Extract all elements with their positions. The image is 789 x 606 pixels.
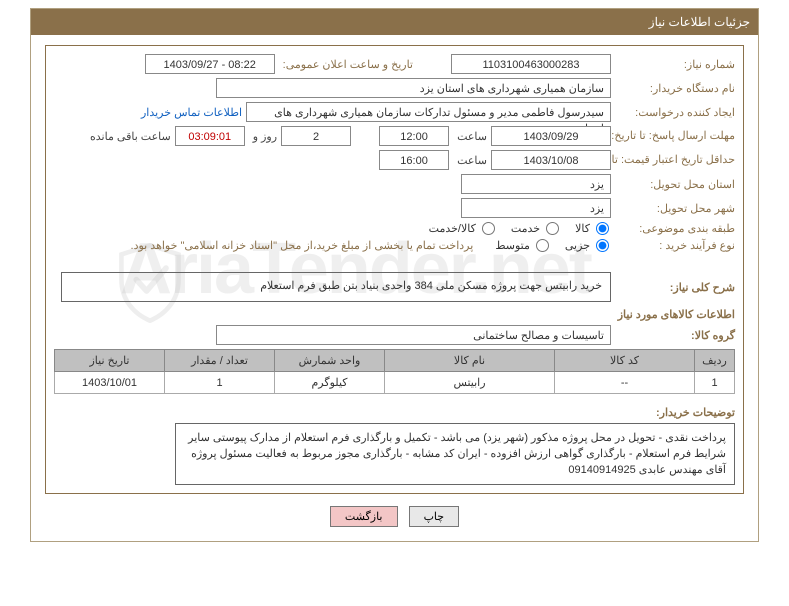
- value-buyer-org: سازمان همیاری شهرداری های استان یزد: [216, 78, 611, 98]
- value-requester: سیدرسول فاطمی مدیر و مسئول تدارکات سازما…: [246, 102, 611, 122]
- value-province: یزد: [461, 174, 611, 194]
- back-button[interactable]: بازگشت: [330, 506, 398, 527]
- col-code: کد کالا: [555, 350, 695, 372]
- label-deadline: مهلت ارسال پاسخ: تا تاریخ:: [615, 130, 735, 142]
- button-row: چاپ بازگشت: [45, 500, 744, 537]
- radio-goods-service-label: کالا/خدمت: [429, 222, 476, 235]
- cell-unit: کیلوگرم: [275, 372, 385, 394]
- col-name: نام کالا: [385, 350, 555, 372]
- label-days-and: روز و: [249, 130, 277, 143]
- goods-table-header-row: ردیف کد کالا نام کالا واحد شمارش تعداد /…: [55, 350, 735, 372]
- col-qty: تعداد / مقدار: [165, 350, 275, 372]
- label-need-desc: شرح کلی نیاز:: [615, 281, 735, 294]
- label-buyer-org: نام دستگاه خریدار:: [615, 82, 735, 95]
- radio-goods-service[interactable]: [482, 222, 495, 235]
- cell-idx: 1: [695, 372, 735, 394]
- label-subject-class: طبقه بندی موضوعی:: [615, 222, 735, 235]
- value-need-desc: خرید رابیتس جهت پروژه مسکن ملی 384 واحدی…: [61, 272, 611, 302]
- radio-goods-label: کالا: [575, 222, 590, 235]
- cell-code: --: [555, 372, 695, 394]
- value-days-left: 2: [281, 126, 351, 146]
- radio-medium[interactable]: [536, 239, 549, 252]
- label-province: استان محل تحویل:: [615, 178, 735, 191]
- label-process-type: نوع فرآیند خرید :: [615, 239, 735, 252]
- label-time-left: ساعت باقی مانده: [86, 130, 171, 143]
- panel: جزئیات اطلاعات نیاز شماره نیاز: 11031004…: [30, 8, 759, 542]
- label-announce-dt: تاریخ و ساعت اعلان عمومی:: [279, 58, 413, 71]
- section-goods-info: اطلاعات کالاهای مورد نیاز: [54, 308, 735, 321]
- value-city: یزد: [461, 198, 611, 218]
- value-announce-dt: 1403/09/27 - 08:22: [145, 54, 275, 74]
- table-row: 1 -- رابیتس کیلوگرم 1 1403/10/01: [55, 372, 735, 394]
- label-city: شهر محل تحویل:: [615, 202, 735, 215]
- form-fieldset: شماره نیاز: 1103100463000283 تاریخ و ساع…: [45, 45, 744, 494]
- goods-table: ردیف کد کالا نام کالا واحد شمارش تعداد /…: [54, 349, 735, 394]
- cell-name: رابیتس: [385, 372, 555, 394]
- cell-qty: 1: [165, 372, 275, 394]
- panel-header: جزئیات اطلاعات نیاز: [31, 9, 758, 35]
- label-requester: ایجاد کننده درخواست:: [615, 106, 735, 119]
- value-need-no: 1103100463000283: [451, 54, 611, 74]
- label-goods-group: گروه کالا:: [615, 329, 735, 342]
- value-deadline-time: 12:00: [379, 126, 449, 146]
- print-button[interactable]: چاپ: [409, 506, 460, 527]
- value-validity-date: 1403/10/08: [491, 150, 611, 170]
- value-buyer-notes: پرداخت نقدی - تحویل در محل پروژه مذکور (…: [175, 423, 735, 485]
- label-need-no: شماره نیاز:: [615, 58, 735, 71]
- radio-partial-label: جزیی: [565, 239, 590, 252]
- value-time-left: 03:09:01: [175, 126, 245, 146]
- cell-date: 1403/10/01: [55, 372, 165, 394]
- col-unit: واحد شمارش: [275, 350, 385, 372]
- radio-goods[interactable]: [596, 222, 609, 235]
- value-validity-time: 16:00: [379, 150, 449, 170]
- label-hour-1: ساعت: [453, 130, 487, 143]
- value-goods-group: تاسیسات و مصالح ساختمانی: [216, 325, 611, 345]
- radio-service[interactable]: [546, 222, 559, 235]
- radio-service-label: خدمت: [511, 222, 540, 235]
- panel-title: جزئیات اطلاعات نیاز: [649, 15, 750, 29]
- col-date: تاریخ نیاز: [55, 350, 165, 372]
- col-idx: ردیف: [695, 350, 735, 372]
- label-validity: حداقل تاریخ اعتبار قیمت: تا تاریخ:: [615, 154, 735, 166]
- label-buyer-notes: توضیحات خریدار:: [615, 400, 735, 419]
- radio-partial[interactable]: [596, 239, 609, 252]
- radio-medium-label: متوسط: [495, 239, 530, 252]
- value-deadline-date: 1403/09/29: [491, 126, 611, 146]
- panel-content: شماره نیاز: 1103100463000283 تاریخ و ساع…: [31, 35, 758, 541]
- buyer-contact-link[interactable]: اطلاعات تماس خریدار: [141, 106, 242, 119]
- pay-note: پرداخت تمام یا بخشی از مبلغ خرید،از محل …: [131, 239, 474, 252]
- label-hour-2: ساعت: [453, 154, 487, 167]
